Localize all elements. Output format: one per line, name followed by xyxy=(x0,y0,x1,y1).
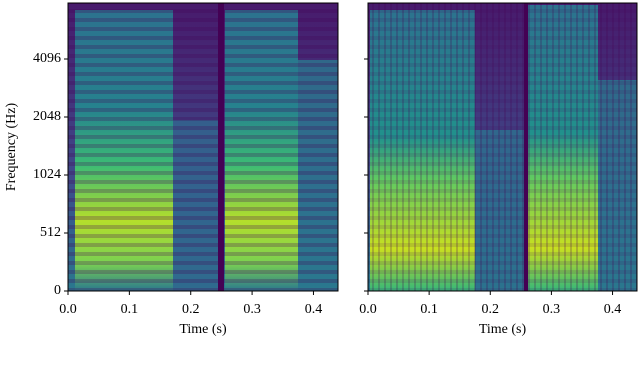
x-tick-label: 0.3 xyxy=(543,302,561,317)
x-axis-label: Time (s) xyxy=(479,322,527,337)
y-tick-label: 2048 xyxy=(33,109,61,124)
x-tick-label: 0.2 xyxy=(482,302,500,317)
plot-frame xyxy=(67,2,339,292)
y-tick-label: 4096 xyxy=(33,51,61,66)
y-axis-label: Frequency (Hz) xyxy=(4,103,19,192)
plot-frame xyxy=(367,2,638,292)
x-tick-label: 0.3 xyxy=(243,302,261,317)
x-tick-label: 0.2 xyxy=(182,302,200,317)
x-axis-label: Time (s) xyxy=(179,322,227,337)
x-tick-label: 0.4 xyxy=(604,302,622,317)
y-tick-label: 1024 xyxy=(33,167,61,182)
y-tick-label: 512 xyxy=(40,225,61,240)
x-tick-label: 0.4 xyxy=(305,302,323,317)
spectrogram-image xyxy=(368,3,637,291)
x-tick-label: 0.1 xyxy=(420,302,438,317)
y-tick-label: 0 xyxy=(54,283,61,298)
spectrogram-image xyxy=(68,3,338,291)
x-tick-label: 0.0 xyxy=(359,302,377,317)
x-tick-label: 0.1 xyxy=(121,302,139,317)
x-tick-label: 0.0 xyxy=(59,302,77,317)
